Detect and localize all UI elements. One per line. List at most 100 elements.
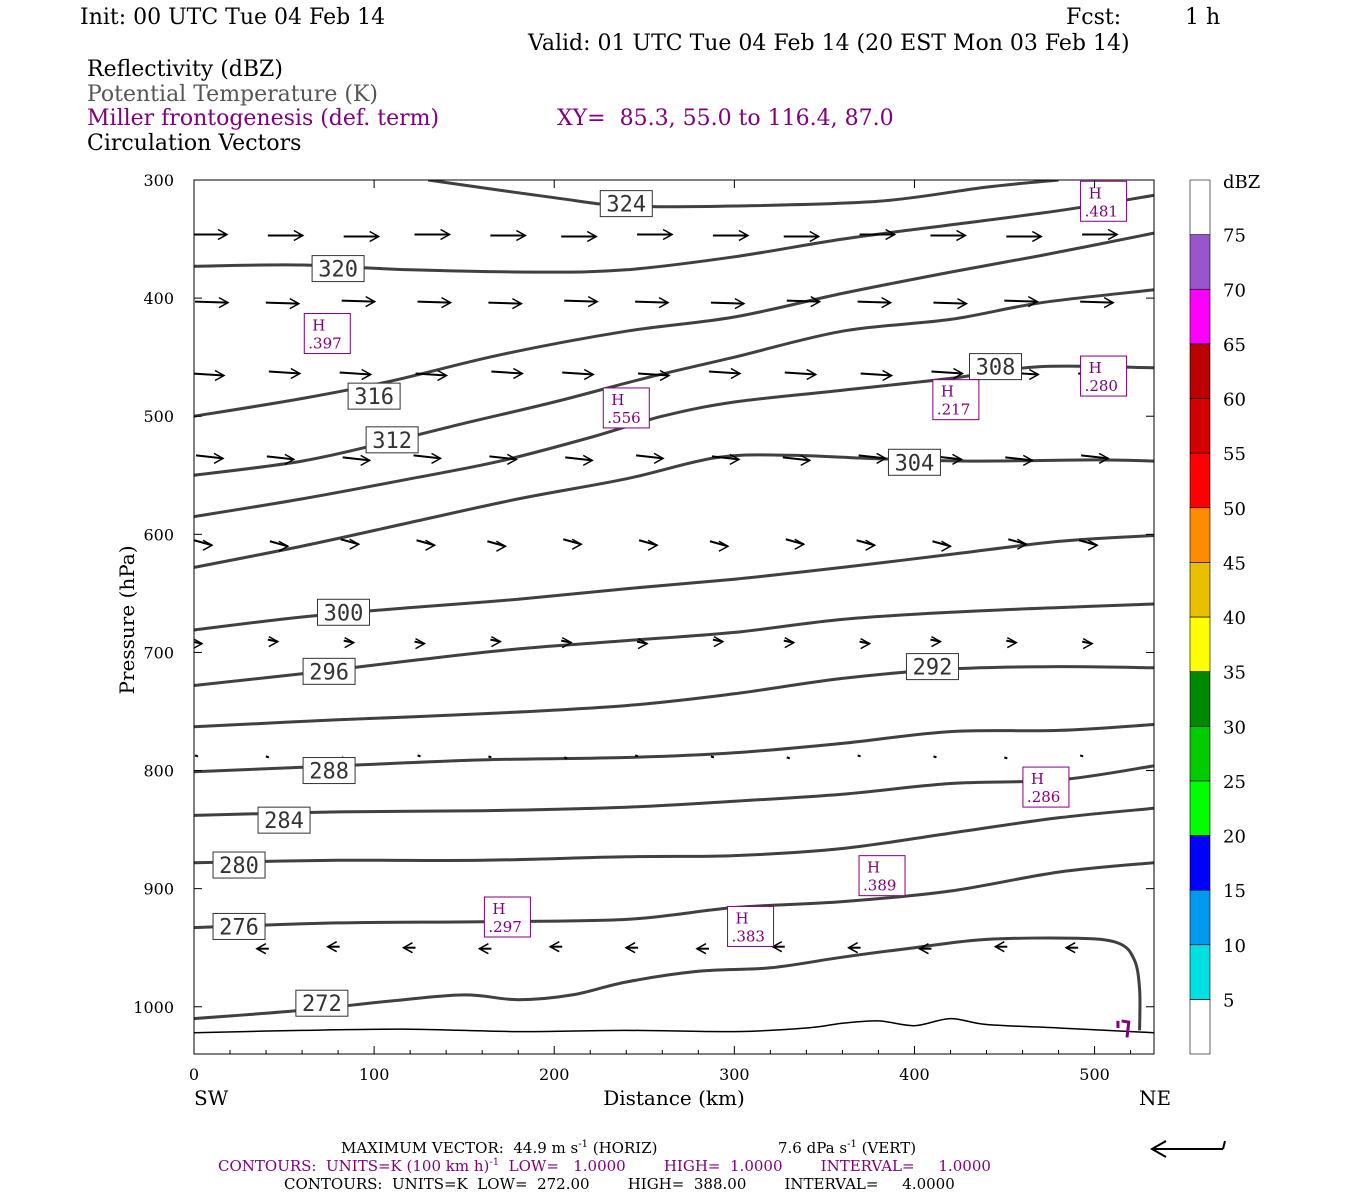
vector-arrowhead	[1006, 636, 1018, 649]
x-tick-label: 500	[1079, 1065, 1110, 1084]
contour-label-box	[212, 912, 266, 940]
circulation-vector	[563, 756, 568, 760]
vector-arrowhead	[415, 637, 427, 650]
vector-arrowhead	[931, 635, 943, 648]
circulation-vector	[268, 370, 300, 375]
vector-arrowhead	[730, 367, 742, 380]
frontogenesis-max-value: .397	[308, 335, 341, 353]
vector-arrowhead	[1022, 454, 1034, 467]
vector-arrowhead	[718, 540, 730, 552]
colorbar-segment	[1189, 835, 1211, 891]
frontogenesis-max-symbol: H	[941, 383, 954, 401]
frontogenesis-max-symbol: H	[867, 859, 880, 877]
vector-arrowhead	[516, 229, 527, 242]
circulation-vector	[710, 301, 744, 305]
vector-arrowhead	[784, 636, 796, 649]
vector-arrowhead	[401, 942, 413, 954]
vector-arrowhead	[917, 943, 929, 955]
vector-arrowhead	[431, 452, 443, 465]
vector-arrowhead	[810, 295, 822, 308]
contour-label: 300	[324, 601, 364, 626]
theta-contour-292	[194, 665, 1154, 729]
vector-arrowhead	[213, 452, 225, 465]
circulation-vector	[711, 455, 740, 461]
circulation-vector	[782, 456, 810, 462]
vector-arrowhead	[881, 296, 893, 309]
vector-arrowhead	[278, 540, 290, 552]
circulation-vector	[195, 454, 224, 460]
circulation-vector	[708, 370, 740, 375]
valid-time: Valid: 01 UTC Tue 04 Feb 14 (20 EST Mon …	[528, 31, 1130, 56]
circulation-vector	[564, 299, 598, 303]
colorbar-level-label: 75	[1223, 226, 1246, 247]
x-tick-label: 400	[899, 1065, 930, 1084]
theta-contour-324	[427, 180, 1059, 209]
colorbar-level-label: 25	[1223, 772, 1246, 793]
vector-arrowhead	[587, 295, 599, 308]
vector-arrowhead	[941, 540, 953, 552]
contour-label: 280	[219, 854, 259, 879]
vector-arrowhead	[507, 453, 518, 466]
frontogenesis-max-box	[727, 905, 775, 947]
plot-frame	[193, 179, 1155, 1055]
vector-arrowhead	[496, 540, 507, 552]
vector-arrowhead	[953, 367, 965, 380]
vector-arrowhead	[624, 942, 636, 954]
colorbar-level-label: 40	[1223, 608, 1246, 629]
frontogenesis-max-symbol: H	[736, 909, 749, 927]
vector-arrowhead	[284, 453, 296, 466]
vector-arrowhead	[952, 453, 964, 466]
vector-arrowhead	[734, 297, 746, 310]
vector-arrowhead	[194, 638, 204, 649]
footer-contours-theta: CONTOURS: UNITS=K LOW= 272.00 HIGH= 388.…	[284, 1175, 955, 1193]
theta-contour-304	[194, 453, 1154, 569]
x-axis-label: Distance (km)	[603, 1086, 745, 1110]
contour-label-box	[295, 989, 349, 1017]
vector-arrowhead	[1098, 452, 1110, 465]
contour-label: 324	[606, 193, 646, 218]
contour-label-box	[905, 653, 959, 681]
contour-label-box	[969, 353, 1023, 381]
circulation-vector	[415, 372, 447, 377]
y-tick-label: 900	[143, 880, 174, 899]
circulation-vector	[417, 754, 421, 758]
frontogenesis-max-value: .389	[863, 877, 896, 895]
field-reflectivity: Reflectivity (dBZ)	[87, 57, 283, 82]
colorbar-segment	[1189, 999, 1211, 1055]
y-tick-label: 800	[143, 762, 174, 781]
vector-arrowhead	[561, 636, 573, 649]
circulation-vector	[194, 754, 199, 758]
vector-arrowhead	[365, 295, 377, 308]
fcst-label: Fcst:	[1066, 5, 1122, 30]
circulation-vector	[786, 756, 791, 760]
circulation-vector	[194, 372, 225, 377]
contour-label: 292	[913, 656, 953, 681]
footer-vert-vector: 7.6 dPa s-1 (VERT)	[778, 1139, 917, 1157]
contour-label-box	[316, 598, 370, 626]
vector-arrowhead	[513, 367, 524, 380]
circulation-vector	[265, 755, 270, 759]
vector-arrowhead	[865, 539, 877, 551]
circulation-vector	[857, 300, 891, 304]
contour-label: 316	[354, 385, 394, 410]
field-theta: Potential Temperature (K)	[87, 82, 378, 107]
y-tick-label: 400	[143, 289, 174, 308]
frontogenesis-max-symbol: H	[492, 900, 505, 918]
circulation-vector	[565, 456, 593, 462]
theta-contour-272	[194, 936, 1142, 1031]
vector-arrowhead	[441, 296, 453, 309]
circulation-vector	[1079, 754, 1084, 758]
vector-arrowhead	[326, 941, 338, 953]
colorbar-unit: dBZ	[1223, 172, 1260, 193]
vector-arrowhead	[1107, 228, 1119, 241]
vector-arrowhead	[695, 943, 707, 955]
footer-max-vector: MAXIMUM VECTOR: 44.9 m s-1 (HORIZ)	[341, 1139, 658, 1157]
y-tick-label: 500	[143, 407, 174, 426]
footer-contours-miller: CONTOURS: UNITS=K (100 km h)-1 LOW= 1.00…	[218, 1157, 991, 1175]
frontogenesis-max-symbol: H	[1089, 359, 1102, 377]
circulation-vector	[491, 370, 523, 375]
vector-arrowhead	[181, 943, 190, 953]
vector-arrowhead	[860, 637, 872, 650]
vector-arrowhead	[571, 538, 583, 550]
